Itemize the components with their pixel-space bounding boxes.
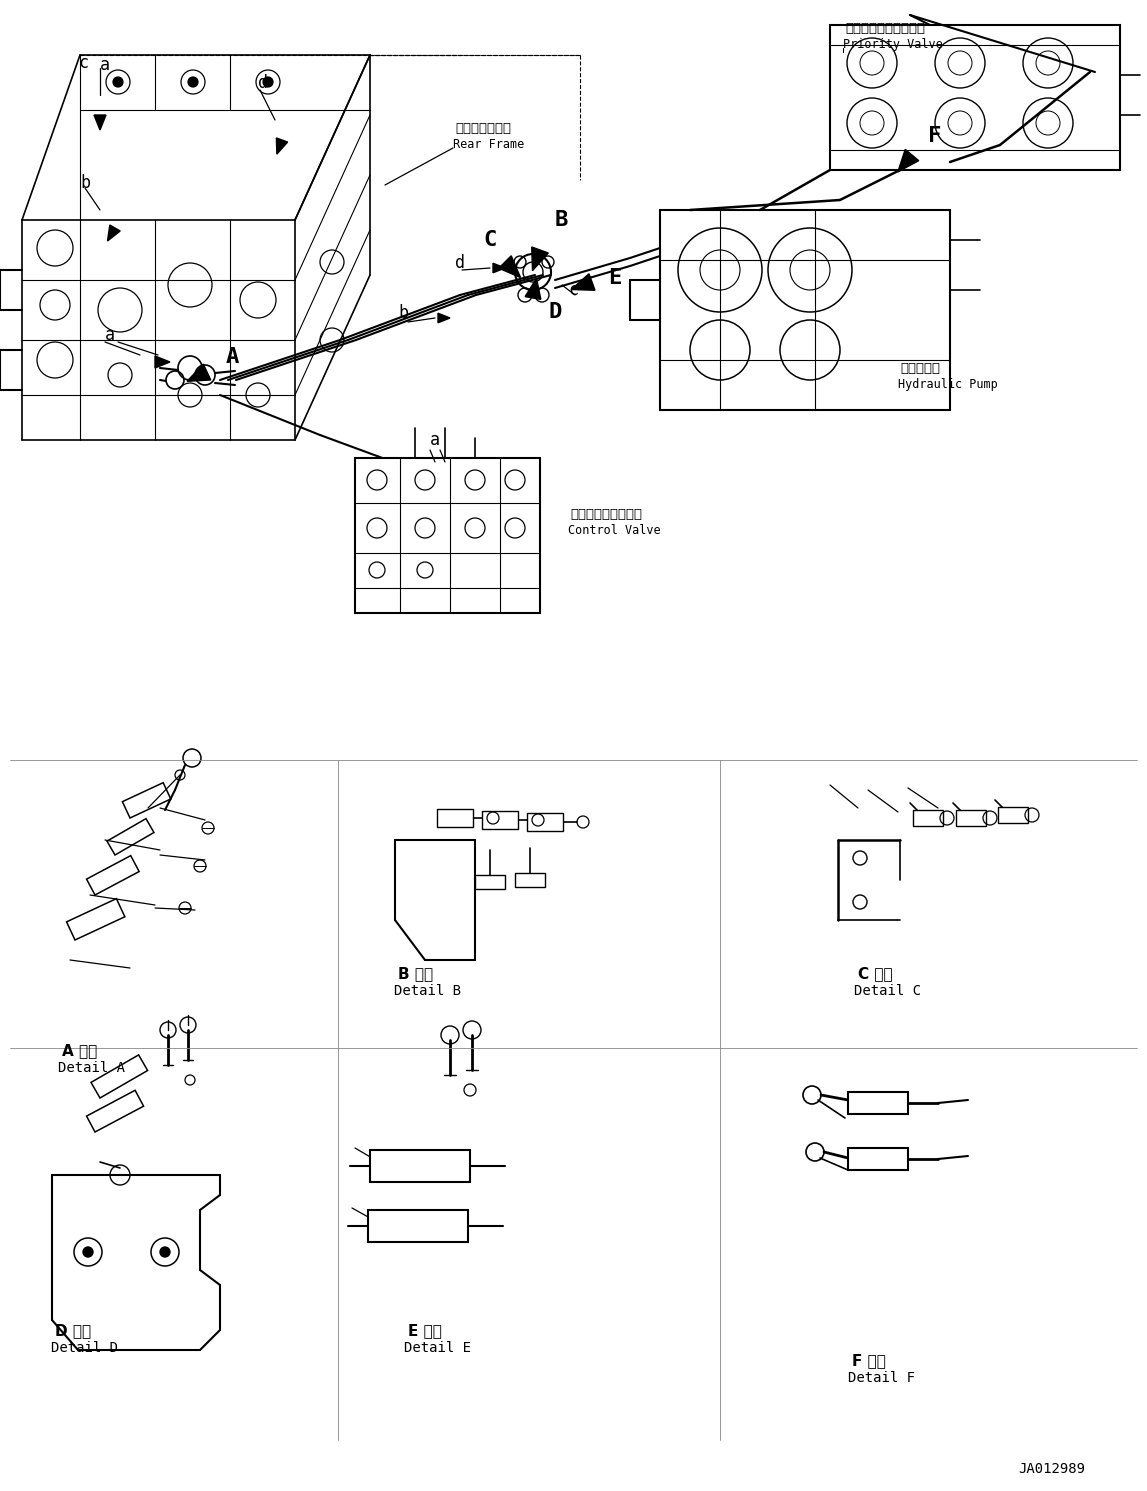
Text: B 詳細: B 詳細 <box>398 966 434 981</box>
Text: JA012989: JA012989 <box>1019 1463 1085 1476</box>
Polygon shape <box>94 115 106 130</box>
Text: コントロールバルブ: コントロールバルブ <box>570 508 642 520</box>
FancyBboxPatch shape <box>848 1091 908 1114</box>
Polygon shape <box>898 149 919 171</box>
Text: c: c <box>78 54 88 72</box>
Text: C 詳細: C 詳細 <box>858 966 892 981</box>
Polygon shape <box>571 274 595 291</box>
Polygon shape <box>108 225 120 242</box>
Text: F: F <box>928 127 942 146</box>
Text: b: b <box>80 174 89 192</box>
Text: b: b <box>398 304 408 322</box>
FancyBboxPatch shape <box>475 875 505 889</box>
Polygon shape <box>187 364 211 382</box>
FancyBboxPatch shape <box>830 25 1119 170</box>
FancyBboxPatch shape <box>848 1148 908 1170</box>
Text: Hydraulic Pump: Hydraulic Pump <box>898 379 998 391</box>
Text: c: c <box>568 280 578 300</box>
FancyBboxPatch shape <box>913 810 943 826</box>
Text: Priority Valve: Priority Valve <box>843 37 943 51</box>
Text: Detail D: Detail D <box>50 1340 118 1355</box>
Text: D: D <box>548 303 561 322</box>
Circle shape <box>188 78 198 86</box>
Circle shape <box>263 78 273 86</box>
Polygon shape <box>499 256 521 277</box>
Text: Detail A: Detail A <box>58 1062 125 1075</box>
Text: a: a <box>106 327 115 344</box>
Polygon shape <box>525 279 541 300</box>
Text: Detail F: Detail F <box>848 1372 915 1385</box>
Text: d: d <box>258 75 268 92</box>
Polygon shape <box>493 264 505 273</box>
FancyBboxPatch shape <box>437 810 473 828</box>
Text: C: C <box>483 230 497 250</box>
Text: Detail B: Detail B <box>395 984 461 997</box>
FancyBboxPatch shape <box>998 807 1028 823</box>
FancyBboxPatch shape <box>370 1150 470 1182</box>
Text: Detail C: Detail C <box>855 984 921 997</box>
Text: A: A <box>226 347 240 367</box>
Polygon shape <box>532 248 548 271</box>
Text: d: d <box>455 253 465 271</box>
Text: E: E <box>608 268 622 288</box>
Text: A 詳細: A 詳細 <box>62 1044 97 1059</box>
Circle shape <box>114 78 123 86</box>
Text: Rear Frame: Rear Frame <box>453 139 524 151</box>
Text: B: B <box>555 210 569 230</box>
FancyBboxPatch shape <box>356 458 540 613</box>
Circle shape <box>159 1246 170 1257</box>
FancyBboxPatch shape <box>515 874 545 887</box>
Text: Detail E: Detail E <box>404 1340 471 1355</box>
Text: F 詳細: F 詳細 <box>852 1352 885 1369</box>
FancyBboxPatch shape <box>368 1211 468 1242</box>
FancyBboxPatch shape <box>660 210 950 410</box>
FancyBboxPatch shape <box>955 810 986 826</box>
Text: D 詳細: D 詳細 <box>55 1323 91 1337</box>
Polygon shape <box>276 139 288 154</box>
Text: a: a <box>100 57 110 75</box>
FancyBboxPatch shape <box>482 811 518 829</box>
Polygon shape <box>438 313 450 322</box>
Text: 油圧ポンプ: 油圧ポンプ <box>900 362 941 376</box>
Text: Control Valve: Control Valve <box>568 523 661 537</box>
Polygon shape <box>155 356 170 368</box>
FancyBboxPatch shape <box>526 813 563 830</box>
Text: プライオリティバルブ: プライオリティバルブ <box>845 22 924 34</box>
Text: リヤーフレーム: リヤーフレーム <box>455 122 512 136</box>
Text: a: a <box>430 431 440 449</box>
Text: E 詳細: E 詳細 <box>408 1323 442 1337</box>
Circle shape <box>83 1246 93 1257</box>
